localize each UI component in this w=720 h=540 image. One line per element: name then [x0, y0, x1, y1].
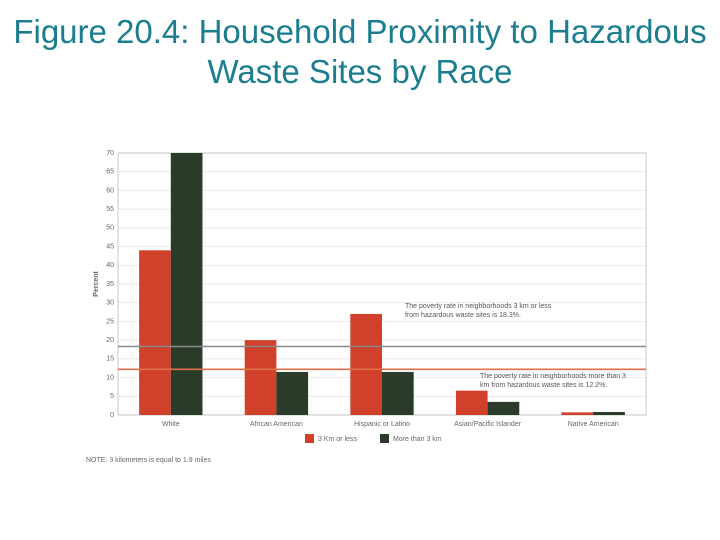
legend-swatch [305, 434, 314, 443]
y-tick-label: 0 [110, 412, 114, 419]
x-tick-label: White [162, 421, 180, 428]
legend-swatch [380, 434, 389, 443]
x-tick-label: Native American [568, 421, 619, 428]
x-tick-label: African American [250, 421, 303, 428]
y-tick-label: 20 [106, 337, 114, 344]
bar [455, 390, 488, 415]
y-tick-label: 70 [106, 150, 114, 157]
bar [382, 371, 414, 415]
y-axis-label: Percent [93, 270, 100, 296]
legend-label: More than 3 km [393, 436, 442, 443]
y-tick-label: 40 [106, 262, 114, 269]
bar [139, 250, 171, 415]
bar [244, 340, 277, 415]
legend-label: 3 Km or less [318, 436, 357, 443]
bar [487, 401, 520, 415]
y-tick-label: 15 [106, 356, 114, 363]
y-tick-label: 50 [106, 225, 114, 232]
y-tick-label: 25 [106, 318, 114, 325]
x-tick-label: Hispanic or Latino [354, 421, 410, 428]
note: NOTE: 3 kilometers is equal to 1.9 miles [86, 457, 211, 464]
bar [561, 412, 594, 415]
chart-title: Figure 20.4: Household Proximity to Haza… [13, 13, 707, 90]
annotation: The poverty rate in neighborhoods more t… [480, 373, 626, 389]
y-tick-label: 30 [106, 300, 114, 307]
bar [170, 153, 203, 415]
bar [276, 371, 309, 415]
bar [593, 412, 625, 415]
annotation-text: The poverty rate in neighborhoods 3 km o… [405, 303, 552, 319]
y-tick-label: 65 [106, 169, 114, 176]
y-tick-label: 10 [106, 374, 114, 381]
bar [350, 313, 382, 415]
y-tick-label: 60 [106, 187, 114, 194]
y-tick-label: 45 [106, 243, 114, 250]
annotation-text: The poverty rate in neighborhoods more t… [480, 373, 626, 389]
y-tick-label: 55 [106, 206, 114, 213]
y-tick-label: 35 [106, 281, 114, 288]
annotation: The poverty rate in neighborhoods 3 km o… [405, 303, 552, 319]
x-tick-label: Asian/Pacific Islander [454, 421, 522, 428]
y-tick-label: 5 [110, 393, 114, 400]
